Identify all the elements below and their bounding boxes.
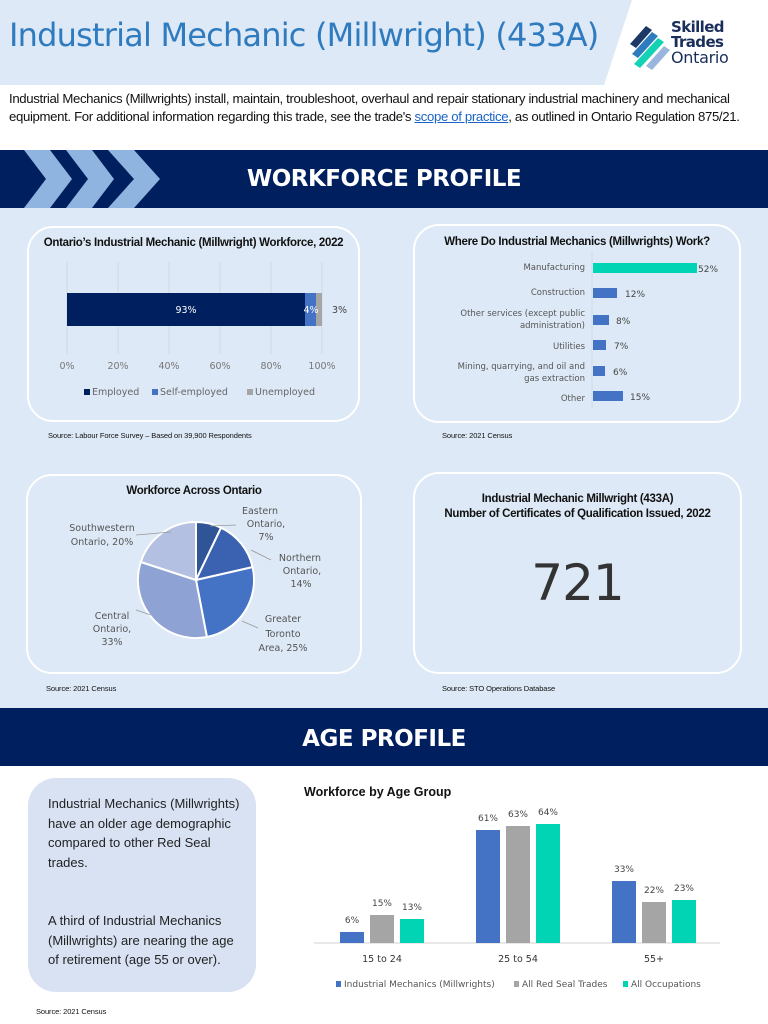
svg-text:64%: 64% [538, 808, 558, 818]
intro-paragraph: Industrial Mechanics (Millwrights) insta… [9, 90, 761, 126]
svg-text:Ontario, 20%: Ontario, 20% [71, 537, 134, 548]
svg-text:Southwestern: Southwestern [69, 523, 135, 534]
industries-card: Where Do Industrial Mechanics (Millwrigh… [413, 224, 741, 423]
svg-text:25 to 54: 25 to 54 [498, 954, 538, 965]
svg-text:52%: 52% [698, 265, 718, 275]
svg-text:All Red Seal Trades: All Red Seal Trades [522, 980, 608, 990]
age-group-bar-chart: Workforce by Age Group 6% 15% 13% 61% 63% 64… [304, 785, 720, 990]
svg-text:Northern: Northern [279, 553, 321, 564]
svg-text:3%: 3% [332, 305, 347, 316]
svg-text:22%: 22% [644, 886, 664, 896]
chevrons-icon [24, 150, 160, 208]
svg-text:15 to 24: 15 to 24 [362, 954, 402, 965]
workforce-profile-banner: WORKFORCE PROFILE [0, 150, 768, 208]
age-summary-paragraph-1: Industrial Mechanics (Millwrights) have … [48, 796, 240, 870]
regions-pie-chart: Eastern Ontario, 7% Northern Ontario, 14% Gr… [69, 506, 321, 654]
chart-title: Workforce by Age Group [304, 785, 452, 799]
logo-line-2: Trades [671, 33, 724, 51]
svg-text:All Occupations: All Occupations [631, 980, 701, 990]
svg-text:Eastern: Eastern [242, 506, 278, 517]
chart-title: Ontario’s Industrial Mechanic (Millwrigh… [43, 237, 344, 249]
svg-text:Area, 25%: Area, 25% [258, 643, 307, 654]
svg-text:8%: 8% [616, 317, 631, 327]
svg-text:12%: 12% [625, 290, 645, 300]
chart-title: Workforce Across Ontario [126, 485, 262, 497]
svg-text:80%: 80% [260, 361, 281, 372]
svg-text:6%: 6% [345, 916, 360, 926]
svg-text:Employed: Employed [92, 387, 139, 398]
page-title: Industrial Mechanic (Millwright) (433A) [9, 16, 599, 54]
svg-text:33%: 33% [614, 865, 634, 875]
svg-text:0%: 0% [59, 361, 74, 372]
workforce-stacked-bar-chart: 93% 4% 3% 0% 20% 40% 60% 80% 100% Employed S… [59, 262, 347, 398]
section-title: WORKFORCE PROFILE [246, 166, 522, 192]
logo-line-3: Ontario [671, 48, 729, 67]
svg-text:93%: 93% [175, 305, 196, 316]
logo-stripes-icon [630, 26, 670, 70]
svg-text:100%: 100% [308, 361, 335, 372]
chart-title: Where Do Industrial Mechanics (Millwrigh… [444, 236, 710, 248]
svg-text:Ontario,: Ontario, [283, 566, 321, 577]
svg-text:Construction: Construction [531, 288, 585, 298]
source-note: Source: 2021 Census [36, 1007, 107, 1016]
svg-text:33%: 33% [101, 637, 122, 648]
certificates-card: Industrial Mechanic Millwright (433A) Nu… [413, 472, 742, 674]
svg-text:61%: 61% [478, 814, 498, 824]
intro-text-end: , as outlined in Ontario Regulation 875/… [508, 109, 740, 124]
svg-text:7%: 7% [258, 532, 273, 543]
source-note: Source: 2021 Census [442, 431, 513, 440]
svg-text:Self-employed: Self-employed [160, 387, 228, 398]
page-header: Industrial Mechanic (Millwright) (433A) … [0, 0, 768, 85]
age-summary-paragraph-2: A third of Industrial Mechanics (Millwri… [48, 913, 234, 967]
svg-text:13%: 13% [402, 903, 422, 913]
svg-text:4%: 4% [303, 305, 318, 316]
age-profile-banner: AGE PROFILE [0, 708, 768, 766]
svg-text:15%: 15% [630, 393, 650, 403]
svg-text:20%: 20% [107, 361, 128, 372]
age-summary-box: Industrial Mechanics (Millwrights) have … [28, 778, 256, 992]
workforce-status-card: Ontario’s Industrial Mechanic (Millwrigh… [27, 226, 360, 422]
svg-text:7%: 7% [614, 342, 629, 352]
svg-text:Central: Central [95, 611, 130, 622]
svg-text:administration): administration) [520, 321, 585, 331]
intro-text: Industrial Mechanics (Millwrights) insta… [9, 91, 730, 124]
logo-line-1: Skilled [671, 18, 725, 36]
certificates-title-line-1: Industrial Mechanic Millwright (433A) [481, 493, 674, 505]
svg-text:55+: 55+ [644, 954, 664, 965]
section-title: AGE PROFILE [302, 726, 466, 752]
svg-text:63%: 63% [508, 810, 528, 820]
svg-text:15%: 15% [372, 899, 392, 909]
svg-text:40%: 40% [158, 361, 179, 372]
skilled-trades-ontario-logo: Skilled Trades Ontario [628, 18, 758, 70]
svg-text:6%: 6% [613, 368, 628, 378]
certificates-title-line-2: Number of Certificates of Qualification … [444, 508, 711, 520]
svg-text:Toronto: Toronto [264, 629, 300, 640]
source-note: Source: STO Operations Database [442, 684, 556, 693]
svg-text:gas extraction: gas extraction [524, 374, 585, 384]
industries-bar-chart: Manufacturing Construction Other service… [458, 252, 718, 409]
svg-text:Ontario,: Ontario, [247, 519, 285, 530]
svg-text:Unemployed: Unemployed [255, 387, 315, 398]
scope-of-practice-link[interactable]: scope of practice [414, 109, 509, 124]
svg-text:Industrial Mechanics (Millwrig: Industrial Mechanics (Millwrights) [344, 980, 495, 990]
svg-text:23%: 23% [674, 884, 694, 894]
certificates-title: Industrial Mechanic Millwright (433A) Nu… [415, 492, 740, 522]
logo-wordmark: Skilled Trades Ontario [671, 18, 729, 67]
certificates-count: 721 [531, 554, 624, 612]
svg-text:60%: 60% [209, 361, 230, 372]
svg-text:Utilities: Utilities [553, 342, 586, 352]
header-background [0, 0, 632, 85]
svg-text:Ontario,: Ontario, [93, 624, 131, 635]
source-note: Source: Labour Force Survey – Based on 3… [48, 431, 252, 440]
svg-text:Greater: Greater [265, 614, 301, 625]
source-note: Source: 2021 Census [46, 684, 117, 693]
regions-card: Workforce Across Ontario Eastern Ontario,… [26, 474, 362, 674]
svg-text:Other: Other [561, 394, 586, 404]
svg-text:Manufacturing: Manufacturing [523, 263, 585, 273]
svg-text:Other services (except public: Other services (except public [460, 309, 585, 319]
svg-text:14%: 14% [290, 579, 311, 590]
svg-text:Mining, quarrying, and oil and: Mining, quarrying, and oil and [458, 362, 585, 372]
